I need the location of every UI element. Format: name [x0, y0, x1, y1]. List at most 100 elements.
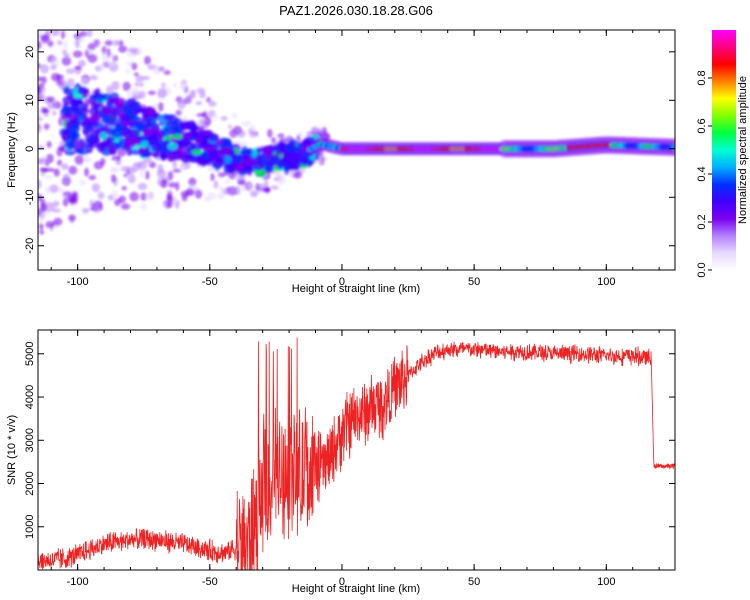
spectrogram-x-tick-label: -50	[202, 276, 218, 288]
heatmap-cell	[88, 107, 101, 116]
heatmap-cell	[73, 21, 82, 28]
heatmap-cell	[627, 141, 633, 150]
heatmap-cell	[622, 141, 628, 150]
heatmap-cell	[41, 12, 49, 20]
heatmap-cell	[469, 144, 474, 153]
heatmap-cell	[56, 159, 63, 166]
heatmap-cell	[368, 144, 374, 153]
snr-x-tick-label: -50	[202, 576, 218, 588]
heatmap-cell	[241, 120, 252, 127]
heatmap-cell	[166, 151, 176, 163]
heatmap-cell	[140, 140, 149, 149]
heatmap-cell	[36, 3, 45, 8]
heatmap-cell	[167, 142, 178, 151]
heatmap-cell	[34, 8, 42, 17]
heatmap-cell	[84, 49, 90, 58]
heatmap-cell	[522, 144, 527, 153]
heatmap-cell	[233, 164, 245, 171]
heatmap-cell	[384, 144, 390, 153]
heatmap-cell	[609, 141, 614, 149]
heatmap-cell	[61, 163, 69, 170]
colorbar-tick-label: 0.8	[696, 70, 708, 85]
heatmap-cell	[81, 207, 90, 214]
heatmap-cell	[347, 144, 353, 153]
heatmap-cell	[78, 180, 86, 186]
heatmap-cell	[498, 144, 503, 153]
heatmap-cell	[453, 144, 458, 153]
heatmap-cell	[117, 148, 126, 157]
heatmap-cell	[503, 144, 509, 153]
heatmap-cell	[648, 142, 654, 151]
heatmap-cell	[265, 186, 271, 192]
snr-x-tick-label: 100	[597, 576, 615, 588]
heatmap-cell	[355, 144, 361, 153]
heatmap-cell	[633, 142, 638, 150]
heatmap-cell	[45, 220, 55, 229]
heatmap-cell	[603, 141, 609, 149]
heatmap-cell	[38, 192, 42, 198]
heatmap-cell	[366, 144, 371, 153]
heatmap-cell	[461, 144, 466, 153]
heatmap-cell	[535, 144, 540, 153]
heatmap-cell	[395, 144, 400, 153]
heatmap-cell	[334, 143, 339, 152]
heatmap-cell	[181, 131, 192, 140]
spectrogram-x-tick-label: 0	[339, 276, 345, 288]
heatmap-cell	[34, 7, 43, 13]
snr-y-tick-label: 4000	[24, 385, 36, 409]
heatmap-cell	[237, 179, 246, 186]
snr-x-tick-label: -100	[67, 576, 89, 588]
heatmap-cell	[321, 140, 326, 149]
heatmap-cell	[432, 144, 437, 153]
spectrogram-y-tick-label: 10	[24, 94, 36, 106]
heatmap-cell	[40, 34, 51, 43]
heatmap-cell	[263, 180, 269, 188]
heatmap-cell	[202, 129, 212, 135]
heatmap-cell	[614, 141, 620, 150]
heatmap-cell	[213, 180, 219, 189]
heatmap-cell	[212, 112, 218, 122]
heatmap-cell	[179, 163, 186, 170]
heatmap-cell	[656, 142, 662, 151]
heatmap-cell	[235, 156, 243, 164]
heatmap-cell	[179, 82, 188, 91]
heatmap-cell	[80, 142, 87, 150]
heatmap-cell	[84, 154, 89, 163]
spectrogram-x-axis: -100 -50 0 50 100	[50, 30, 660, 288]
heatmap-cell	[339, 144, 345, 153]
heatmap-cell	[97, 191, 105, 200]
heatmap-cell	[248, 131, 256, 139]
heatmap-cell	[448, 144, 453, 153]
heatmap-cell	[231, 130, 241, 135]
heatmap-cell	[67, 78, 75, 88]
colorbar-label: Normalized spectral amplitude	[737, 76, 749, 224]
heatmap-cell	[537, 144, 543, 153]
heatmap-cell	[619, 141, 625, 150]
heatmap-cell	[172, 82, 178, 88]
heatmap-cell	[249, 190, 258, 198]
heatmap-cell	[53, 217, 63, 226]
heatmap-cell	[138, 107, 148, 113]
heatmap-cell	[45, 201, 55, 212]
heatmap-cell	[630, 141, 636, 150]
heatmap-cell	[86, 30, 93, 38]
heatmap-cell	[52, 208, 61, 213]
heatmap-cell	[87, 42, 96, 51]
heatmap-cell	[426, 144, 432, 153]
heatmap-cell	[131, 62, 138, 71]
heatmap-cell	[153, 65, 161, 75]
heatmap-cell	[315, 141, 321, 150]
heatmap-cell	[68, 214, 77, 222]
heatmap-cell	[548, 144, 554, 153]
heatmap-cell	[42, 108, 50, 114]
heatmap-cell	[596, 141, 601, 150]
heatmap-cell	[74, 154, 85, 165]
heatmap-cell	[227, 163, 236, 174]
heatmap-cell	[94, 65, 103, 72]
heatmap-cell	[50, 64, 57, 71]
heatmap-cell	[43, 175, 53, 180]
heatmap-cell	[46, 167, 55, 173]
heatmap-cell	[93, 88, 101, 98]
heatmap-cell	[564, 143, 569, 152]
